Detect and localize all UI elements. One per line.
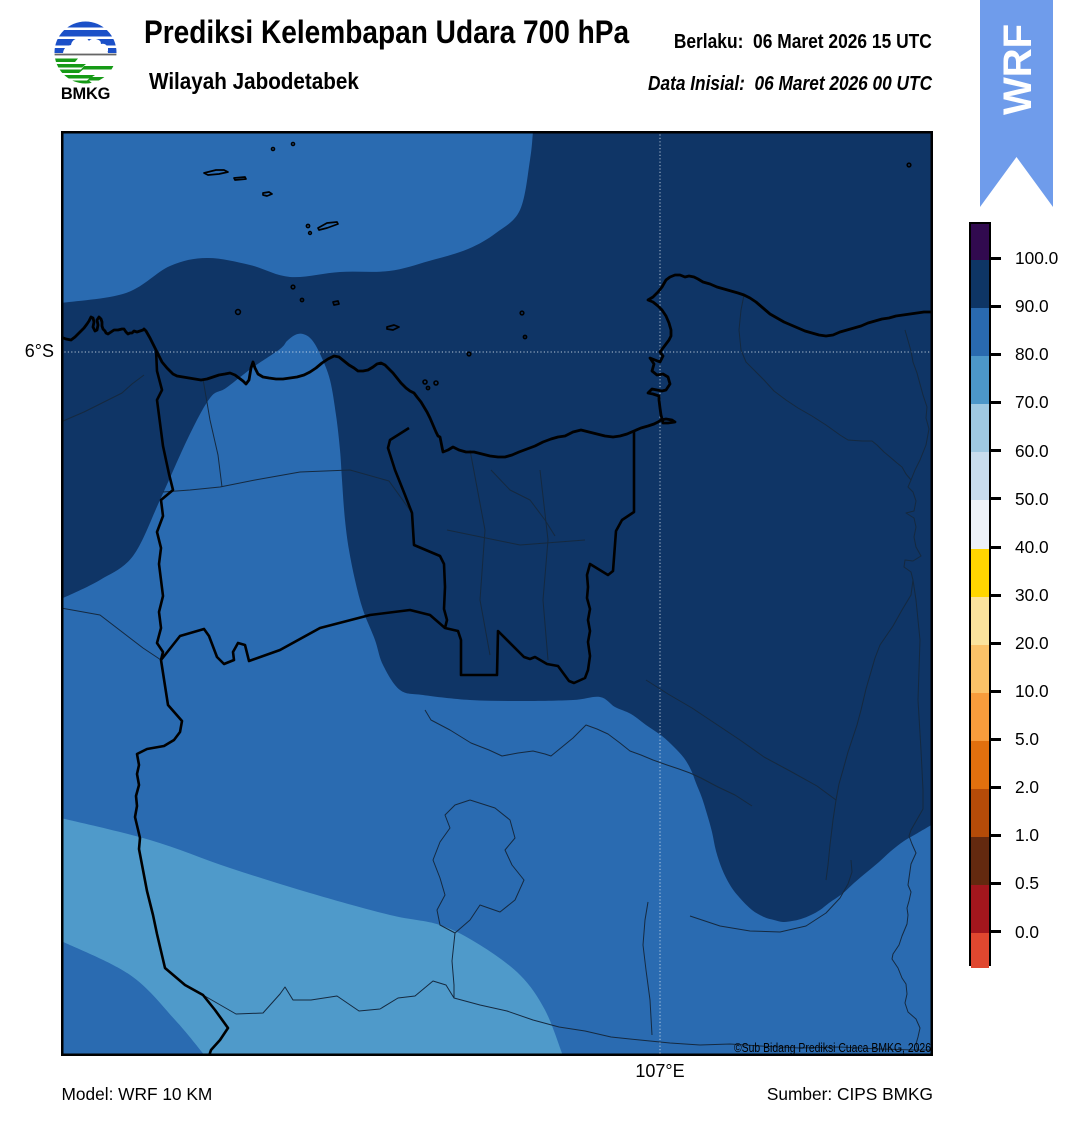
svg-text:©Sub Bidang Prediksi Cuaca BMK: ©Sub Bidang Prediksi Cuaca BMKG, 2026 xyxy=(734,1041,931,1055)
svg-text:WRF: WRF xyxy=(996,24,1040,115)
svg-text:BMKG: BMKG xyxy=(61,85,110,102)
